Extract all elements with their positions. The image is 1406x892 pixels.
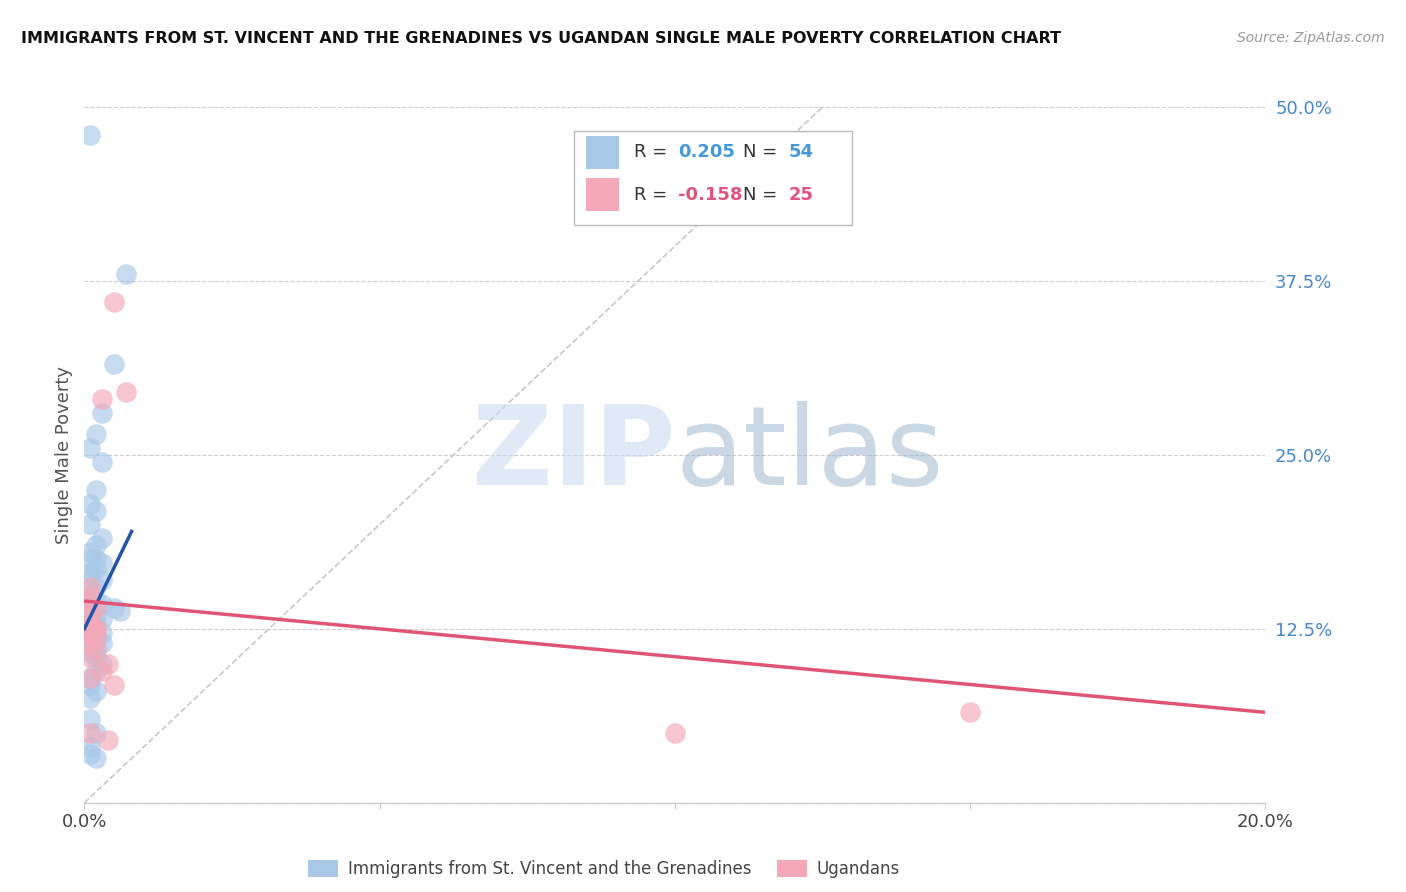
Legend: Immigrants from St. Vincent and the Grenadines, Ugandans: Immigrants from St. Vincent and the Gren…: [301, 854, 907, 885]
Point: [84, 629, 107, 643]
Point: [79, 597, 101, 611]
Point: [79, 624, 101, 638]
Point: [91, 657, 114, 671]
Point: [97, 733, 120, 747]
Point: [79, 580, 101, 594]
Point: [84, 620, 107, 634]
Point: [84, 562, 107, 576]
Point: [103, 358, 125, 372]
Point: [79, 607, 101, 622]
Point: [84, 649, 107, 664]
Point: [91, 626, 114, 640]
Point: [84, 622, 107, 636]
Point: [84, 664, 107, 678]
Text: 0.205: 0.205: [679, 144, 735, 161]
Point: [84, 617, 107, 632]
FancyBboxPatch shape: [586, 178, 620, 211]
Point: [79, 747, 101, 761]
Text: 54: 54: [789, 144, 813, 161]
Point: [79, 677, 101, 691]
Point: [79, 712, 101, 726]
Point: [79, 570, 101, 584]
Point: [79, 615, 101, 629]
Point: [79, 128, 101, 142]
Point: [79, 566, 101, 581]
Point: [114, 385, 136, 400]
Point: [84, 503, 107, 517]
FancyBboxPatch shape: [586, 136, 620, 169]
Point: [103, 601, 125, 615]
Text: 25: 25: [789, 186, 813, 203]
Text: R =: R =: [634, 186, 672, 203]
Point: [79, 626, 101, 640]
Point: [97, 657, 120, 671]
Point: [103, 677, 125, 691]
Point: [79, 552, 101, 566]
Text: Source: ZipAtlas.com: Source: ZipAtlas.com: [1237, 31, 1385, 45]
FancyBboxPatch shape: [575, 131, 852, 226]
Point: [84, 751, 107, 765]
Point: [84, 684, 107, 698]
Point: [79, 607, 101, 621]
Point: [108, 604, 131, 618]
Point: [79, 636, 101, 650]
Point: [79, 632, 101, 646]
Point: [79, 517, 101, 532]
Text: atlas: atlas: [675, 401, 943, 508]
Text: R =: R =: [634, 144, 672, 161]
Point: [84, 594, 107, 608]
Point: [91, 532, 114, 546]
Point: [91, 573, 114, 587]
Point: [79, 740, 101, 755]
Point: [79, 497, 101, 511]
Point: [84, 726, 107, 740]
Point: [79, 629, 101, 643]
Point: [79, 545, 101, 559]
Point: [91, 597, 114, 611]
Point: [79, 590, 101, 604]
Point: [91, 455, 114, 469]
Point: [84, 640, 107, 654]
Text: N =: N =: [744, 186, 783, 203]
Point: [84, 609, 107, 624]
Point: [84, 622, 107, 636]
Point: [79, 587, 101, 601]
Point: [84, 538, 107, 552]
Point: [79, 590, 101, 604]
Point: [84, 427, 107, 442]
Point: [79, 646, 101, 660]
Y-axis label: Single Male Poverty: Single Male Poverty: [55, 366, 73, 544]
Point: [79, 642, 101, 657]
Point: [84, 552, 107, 566]
Point: [84, 483, 107, 497]
Point: [103, 294, 125, 309]
Text: IMMIGRANTS FROM ST. VINCENT AND THE GRENADINES VS UGANDAN SINGLE MALE POVERTY CO: IMMIGRANTS FROM ST. VINCENT AND THE GREN…: [21, 31, 1062, 46]
Point: [79, 617, 101, 632]
Point: [84, 601, 107, 615]
Point: [91, 557, 114, 571]
Text: N =: N =: [744, 144, 783, 161]
Point: [91, 612, 114, 626]
Point: [84, 632, 107, 646]
Point: [79, 649, 101, 664]
Point: [114, 267, 136, 281]
Point: [79, 671, 101, 685]
Point: [79, 671, 101, 685]
Point: [664, 726, 686, 740]
Point: [79, 726, 101, 740]
Point: [91, 636, 114, 650]
Point: [91, 406, 114, 420]
Text: -0.158: -0.158: [679, 186, 742, 203]
Point: [79, 441, 101, 455]
Point: [79, 691, 101, 706]
Point: [959, 706, 981, 720]
Point: [91, 392, 114, 407]
Point: [91, 664, 114, 678]
Point: [84, 580, 107, 594]
Text: ZIP: ZIP: [471, 401, 675, 508]
Point: [84, 642, 107, 657]
